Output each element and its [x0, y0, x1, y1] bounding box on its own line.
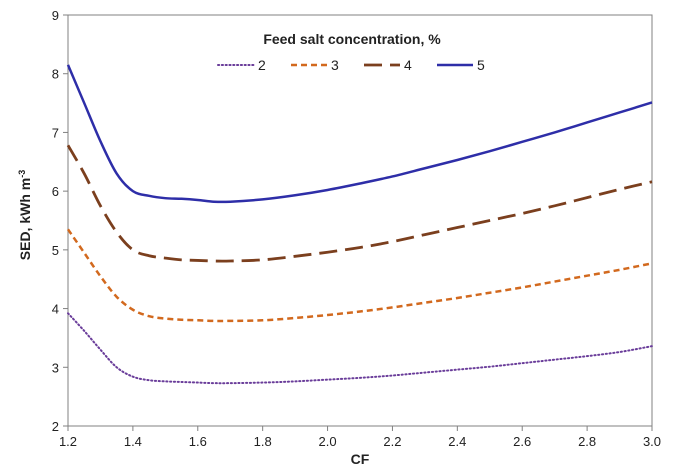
x-tick-label: 1.4	[124, 434, 142, 449]
series-line-4	[66, 144, 653, 263]
legend-label-4: 4	[404, 57, 412, 73]
x-axis: 1.2 1.4 1.6 1.8 2.0 2.2 2.4 2.6 2.8 3.0	[59, 426, 661, 449]
y-tick-label: 2	[52, 419, 59, 434]
legend-label-3: 3	[331, 57, 339, 73]
y-axis-title-superscript: -3	[17, 170, 27, 178]
plot-area	[67, 14, 653, 427]
series-layer	[66, 64, 653, 385]
legend-label-2: 2	[258, 57, 266, 73]
x-tick-label: 1.2	[59, 434, 77, 449]
x-tick-label: 2.8	[578, 434, 596, 449]
x-tick-label: 3.0	[643, 434, 661, 449]
y-axis: 2 3 4 5 6 7 8 9	[52, 8, 68, 434]
x-axis-title: CF	[351, 451, 370, 467]
series-line-5	[66, 64, 653, 204]
y-axis-title-main: SED, kWh m	[17, 178, 33, 260]
y-tick-label: 5	[52, 243, 59, 258]
y-tick-label: 9	[52, 8, 59, 23]
plot-border	[67, 14, 653, 427]
y-axis-title: SED, kWh m-3	[17, 170, 33, 260]
x-tick-label: 2.6	[513, 434, 531, 449]
series-line-3	[66, 228, 653, 323]
y-tick-label: 8	[52, 67, 59, 82]
y-tick-label: 7	[52, 125, 59, 140]
x-tick-label: 2.2	[383, 434, 401, 449]
legend-title: Feed salt concentration, %	[263, 31, 441, 47]
legend-label-5: 5	[477, 57, 485, 73]
y-tick-label: 3	[52, 360, 59, 375]
legend-items: 2 3 4 5	[217, 57, 485, 73]
series-line-2	[67, 312, 653, 385]
y-tick-label: 4	[52, 302, 59, 317]
x-tick-label: 2.4	[448, 434, 466, 449]
legend: Feed salt concentration, % 2 3 4 5	[217, 31, 485, 73]
x-tick-label: 1.6	[189, 434, 207, 449]
x-tick-label: 1.8	[254, 434, 272, 449]
x-tick-label: 2.0	[319, 434, 337, 449]
y-tick-label: 6	[52, 184, 59, 199]
